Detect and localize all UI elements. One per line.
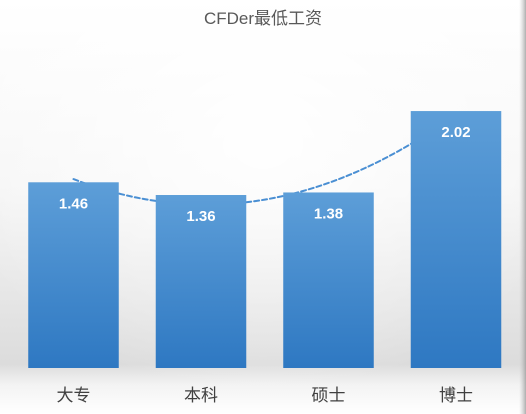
bar-2 bbox=[155, 195, 247, 368]
chart-title: CFDer最低工资 bbox=[204, 9, 322, 28]
data-label: 1.46 bbox=[59, 195, 88, 212]
trendline-layer bbox=[72, 113, 457, 206]
bar-3 bbox=[283, 192, 374, 368]
x-tick-label: 大专 bbox=[57, 386, 91, 405]
x-tick-label: 硕士 bbox=[312, 386, 346, 405]
chart-edge-shadow bbox=[519, 0, 526, 414]
x-axis-labels: 大专 本科 硕士 博士 bbox=[57, 386, 474, 405]
data-label: 1.38 bbox=[314, 205, 343, 222]
bar-1 bbox=[28, 182, 119, 368]
bar-4 bbox=[410, 111, 502, 368]
data-labels: 1.46 1.36 1.38 2.02 bbox=[59, 124, 471, 225]
data-label: 1.36 bbox=[186, 208, 215, 225]
bars bbox=[28, 111, 502, 368]
data-label: 2.02 bbox=[441, 124, 470, 141]
trendline bbox=[72, 113, 457, 206]
x-tick-label: 博士 bbox=[439, 386, 473, 405]
x-tick-label: 本科 bbox=[184, 386, 218, 405]
